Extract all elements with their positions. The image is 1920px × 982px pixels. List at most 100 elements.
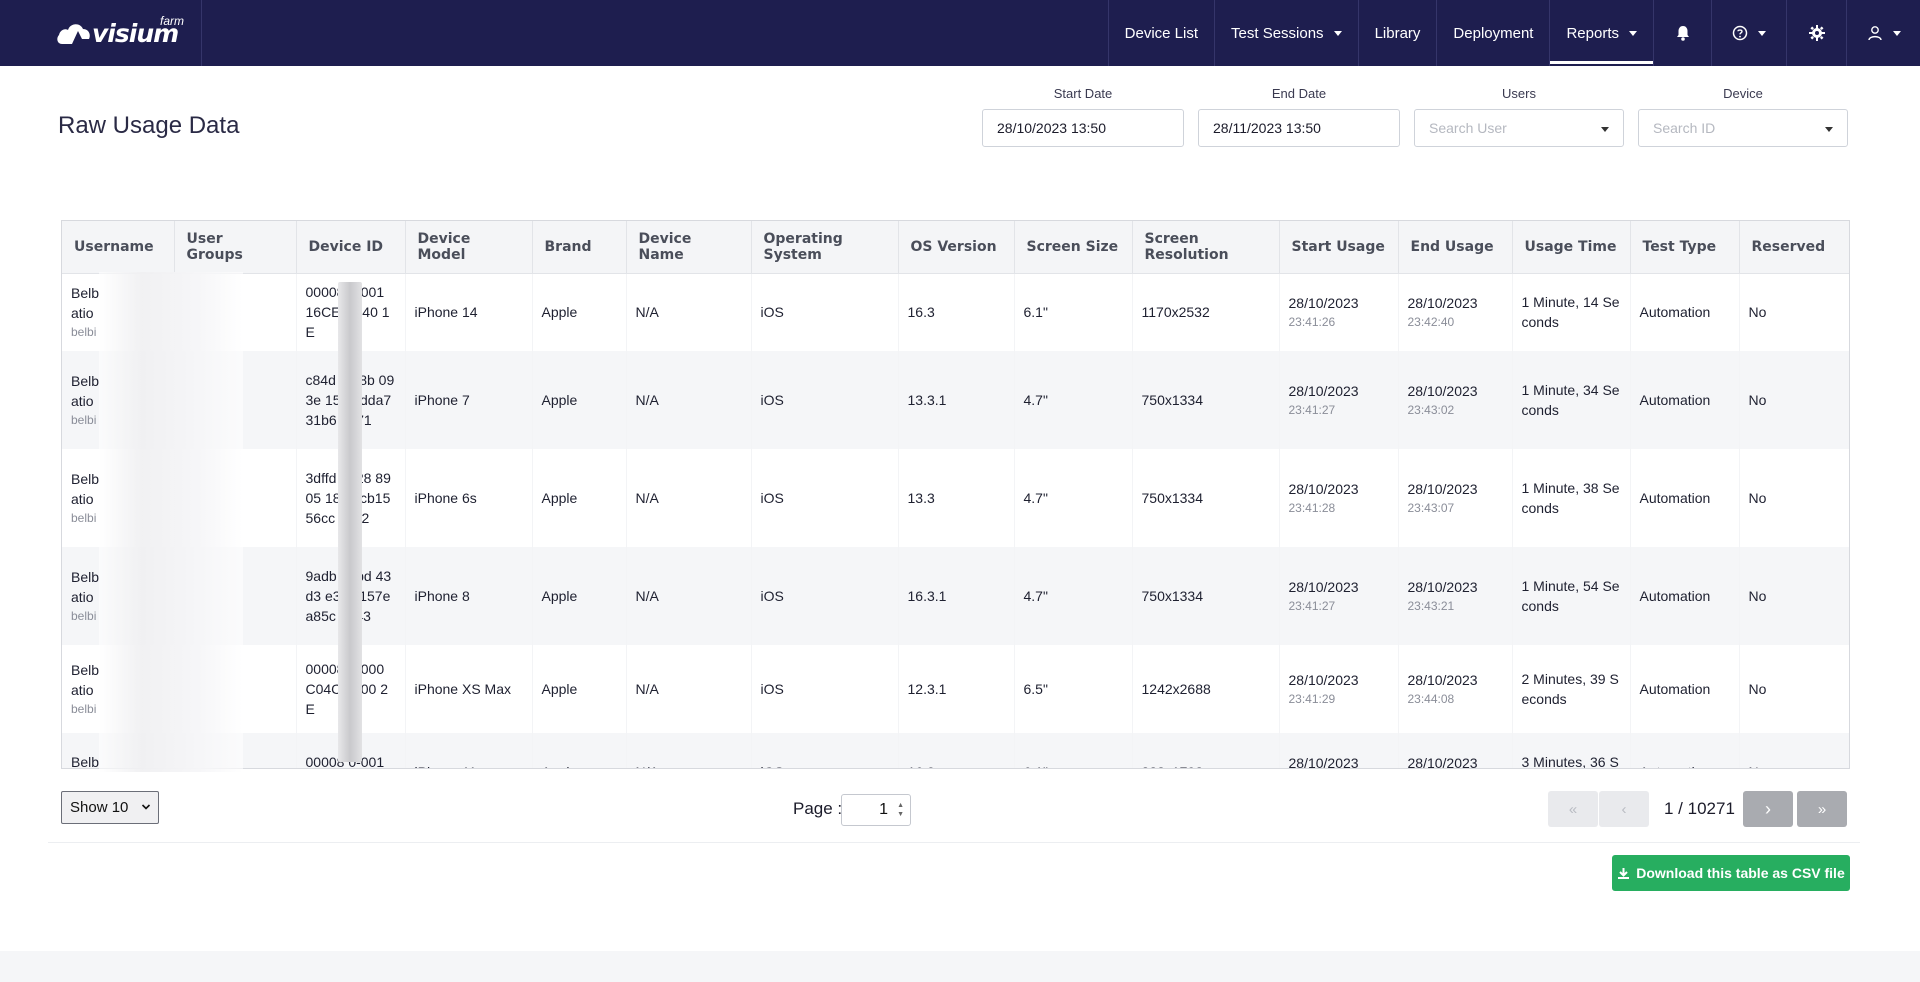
table-row[interactable]: Belbatio00008 0-001 2308 8380iPhone 11Ap…	[62, 733, 1849, 769]
chevron-left-icon: ‹	[1621, 800, 1627, 818]
page-footer	[0, 951, 1920, 982]
cell-device-model: iPhone XS Max	[405, 645, 533, 733]
column-header[interactable]: Test Type	[1630, 221, 1740, 274]
nav-deployment-label: Deployment	[1453, 24, 1534, 42]
end-date: 28/10/2023	[1407, 295, 1478, 312]
cell-operating-system: iOS	[751, 273, 899, 351]
user-menu-button[interactable]	[1846, 0, 1920, 66]
column-header[interactable]: Usage Time	[1512, 221, 1631, 274]
brand: Apple	[542, 764, 578, 768]
settings-button[interactable]	[1786, 0, 1846, 66]
last-page-button[interactable]: »	[1797, 791, 1847, 827]
username-line2: atio	[71, 393, 94, 409]
column-header[interactable]: End Usage	[1398, 221, 1513, 274]
top-navbar: visium farm Device List Test Sessions Li…	[0, 0, 1920, 66]
column-header[interactable]: Device Name	[626, 221, 752, 274]
device-name: N/A	[635, 392, 659, 408]
column-header[interactable]: Username	[62, 221, 175, 274]
start-date: 28/10/2023	[1288, 481, 1359, 497]
test-type: Automation	[1639, 588, 1711, 604]
column-header[interactable]: Brand	[532, 221, 627, 274]
cell-screen-resolution: 1170x2532	[1132, 273, 1280, 351]
nav-library[interactable]: Library	[1357, 0, 1437, 66]
cell-brand: Apple	[532, 449, 627, 547]
cell-test-type: Automation	[1630, 273, 1740, 351]
cell-usage-time: 1 Minute, 54 Seconds	[1512, 547, 1631, 645]
start-date-input[interactable]: 28/10/2023 13:50	[982, 109, 1184, 147]
start-date: 28/10/2023	[1288, 579, 1359, 595]
device-name: N/A	[635, 490, 659, 506]
page-title: Raw Usage Data	[58, 112, 240, 139]
device-model: iPhone 8	[414, 588, 470, 604]
os-version: 16.3.1	[907, 588, 947, 604]
column-header[interactable]: Device ID	[296, 221, 406, 274]
nav-device-list[interactable]: Device List	[1107, 0, 1214, 66]
end-time: 23:43:21	[1407, 599, 1455, 613]
cell-start-usage: 28/10/2023 23:41:27	[1279, 351, 1399, 449]
users-label: Users	[1502, 86, 1536, 101]
cell-os-version: 16.0	[898, 733, 1015, 768]
nav-deployment[interactable]: Deployment	[1436, 0, 1549, 66]
column-header[interactable]: OS Version	[898, 221, 1015, 274]
column-header[interactable]: Operating System	[751, 221, 899, 274]
reserved: No	[1748, 304, 1767, 321]
brand-logo[interactable]: visium farm	[0, 0, 202, 66]
nav-test-sessions[interactable]: Test Sessions	[1214, 0, 1358, 66]
test-type: Automation	[1640, 764, 1711, 768]
username-line2: atio	[71, 589, 94, 605]
device-model: iPhone 6s	[414, 490, 477, 506]
cell-device-name: N/A	[626, 351, 752, 449]
device-name: N/A	[635, 681, 659, 697]
download-csv-button[interactable]: Download this table as CSV file	[1612, 855, 1850, 891]
users-placeholder: Search User	[1429, 120, 1507, 136]
column-header[interactable]: Screen Size	[1014, 221, 1133, 274]
reserved: No	[1748, 681, 1767, 697]
usage-time: 1 Minute, 34 Seconds	[1521, 382, 1620, 418]
spinner-arrows-icon[interactable]: ▲ ▼	[897, 802, 904, 818]
notifications-button[interactable]	[1653, 0, 1711, 66]
cell-start-usage: 28/10/2023 23:41:28	[1279, 449, 1399, 547]
usage-time: 1 Minute, 54 Seconds	[1521, 578, 1620, 614]
page-number-input[interactable]: 1 ▲ ▼	[841, 794, 911, 826]
page-size-select[interactable]: Show 10	[61, 791, 159, 824]
device-placeholder: Search ID	[1653, 120, 1716, 136]
column-header[interactable]: Start Usage	[1279, 221, 1399, 274]
help-menu-button[interactable]	[1711, 0, 1786, 66]
screen-resolution: 750x1334	[1141, 490, 1204, 506]
users-select[interactable]: Search User	[1414, 109, 1624, 147]
cell-start-usage: 28/10/2023 23:41:27	[1279, 547, 1399, 645]
cell-reserved: No	[1739, 449, 1849, 547]
start-time: 23:41:26	[1288, 315, 1336, 330]
next-page-button[interactable]: ›	[1743, 791, 1793, 827]
cell-screen-size: 4.7"	[1014, 449, 1133, 547]
column-header[interactable]: Device Model	[405, 221, 533, 274]
end-date-input[interactable]: 28/11/2023 13:50	[1198, 109, 1400, 147]
column-header[interactable]: User Groups	[174, 221, 297, 274]
operating-system: iOS	[760, 304, 784, 321]
column-header[interactable]: Reserved	[1739, 221, 1849, 274]
previous-page-button[interactable]: ‹	[1599, 791, 1649, 827]
device-filter: Device Search ID	[1638, 86, 1848, 147]
end-date: 28/10/2023	[1407, 755, 1478, 769]
nav-reports[interactable]: Reports	[1549, 0, 1653, 66]
usage-table: Username User Groups Device ID Device Model…	[62, 221, 1849, 769]
cell-test-type: Automation	[1630, 351, 1740, 449]
cell-device-name: N/A	[626, 733, 752, 768]
cell-brand: Apple	[532, 547, 627, 645]
cell-device-name: N/A	[626, 449, 752, 547]
cell-end-usage: 28/10/2023 23:43:02	[1398, 351, 1513, 449]
start-date: 28/10/2023	[1288, 755, 1359, 769]
cell-os-version: 16.3.1	[898, 547, 1015, 645]
usage-table-container[interactable]: Username User Groups Device ID Device Model…	[61, 220, 1850, 769]
first-page-button[interactable]: «	[1548, 791, 1598, 827]
screen-size: 4.7"	[1023, 392, 1048, 408]
cell-screen-size: 6.1"	[1014, 733, 1133, 768]
device-select[interactable]: Search ID	[1638, 109, 1848, 147]
column-header[interactable]: Screen Resolution	[1132, 221, 1280, 274]
device-name: N/A	[635, 588, 659, 604]
